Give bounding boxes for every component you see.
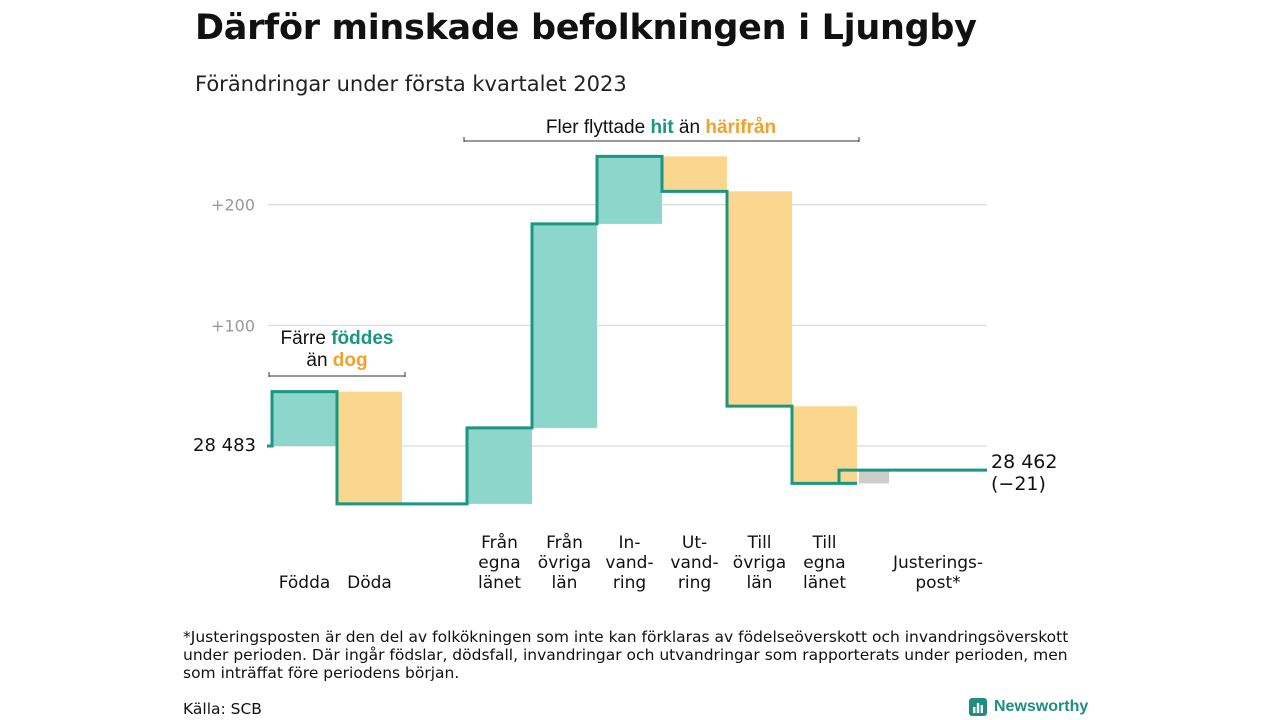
bar-out xyxy=(792,406,857,484)
cumulative-line xyxy=(267,154,987,506)
end-value-label: 28 462 xyxy=(991,451,1057,473)
y-tick-label: +200 xyxy=(211,196,255,215)
bar-justeringspost xyxy=(859,470,889,484)
category-label-line: Ut- xyxy=(682,533,707,553)
category-label-line: länet xyxy=(803,573,846,593)
category-label-line: Födda xyxy=(279,573,331,593)
annotation-out-word: härifrån xyxy=(705,117,776,138)
category-label: Födda xyxy=(279,573,331,593)
logo-text: Newsworthy xyxy=(994,698,1089,715)
category-label-line: ring xyxy=(678,573,711,593)
category-label-line: post* xyxy=(915,573,960,593)
annotation-text: Färre xyxy=(281,328,332,349)
bar-in xyxy=(467,427,532,504)
annotation-text: än xyxy=(674,117,706,138)
category-label: Från övriga län xyxy=(538,532,591,593)
annotation-natural-bracket xyxy=(268,372,406,377)
annotation-migration-bracket xyxy=(463,137,860,142)
category-label-line: Till xyxy=(746,533,771,553)
bar-in xyxy=(532,223,597,428)
annotation-natural-line1: Färre föddes xyxy=(281,328,394,349)
chart-title: Därför minskade befolkningen i Ljungby xyxy=(195,8,977,48)
category-label-line: län xyxy=(552,573,578,593)
category-label: Justerings-post* xyxy=(892,553,983,593)
bar-out xyxy=(727,191,792,407)
category-label-line: Till xyxy=(811,533,836,553)
chart-subtitle: Förändringar under första kvartalet 2023 xyxy=(195,72,627,96)
category-label-line: vand- xyxy=(670,553,718,573)
y-tick-label: +100 xyxy=(211,316,255,335)
category-label-line: Justerings- xyxy=(892,553,983,573)
end-change-label: (−21) xyxy=(991,473,1046,495)
bar-in xyxy=(597,156,662,224)
category-label: Till egna länet xyxy=(803,533,846,593)
category-label-line: egna xyxy=(478,553,520,573)
newsworthy-logo[interactable]: Newsworthy xyxy=(968,697,1088,717)
bar-chart-logo-icon xyxy=(969,698,987,716)
category-label-line: Från xyxy=(546,532,583,553)
bar-out xyxy=(337,391,402,504)
category-label: Ut-vand-ring xyxy=(670,533,718,593)
annotation-text: än xyxy=(306,350,332,371)
category-label-line: län xyxy=(747,573,773,593)
category-label: In-vand-ring xyxy=(605,533,653,593)
category-label: Döda xyxy=(347,573,392,593)
category-label-line: övriga xyxy=(538,553,591,573)
source-note: Källa: SCB xyxy=(183,700,262,718)
annotation-natural-line2: än dog xyxy=(306,350,367,371)
annotation-text: Fler flyttade xyxy=(546,117,651,138)
annotation-migration: Fler flyttade hit än härifrån xyxy=(546,117,776,138)
category-label: Till övriga län xyxy=(733,533,786,593)
category-label-line: In- xyxy=(619,533,641,553)
bar-out xyxy=(662,156,727,192)
category-label-line: egna xyxy=(803,553,845,573)
footnote: *Justeringsposten är den del av folkökni… xyxy=(183,628,1069,682)
annotation-out-word: dog xyxy=(333,350,368,371)
category-label-line: Döda xyxy=(347,573,392,593)
bar-in xyxy=(272,391,337,446)
category-label-line: Från xyxy=(481,532,518,553)
category-label-line: övriga xyxy=(733,553,786,573)
category-label-line: ring xyxy=(613,573,646,593)
annotation-in-word: föddes xyxy=(331,328,393,349)
category-label: Från egna länet xyxy=(478,532,521,593)
category-label-line: länet xyxy=(478,573,521,593)
start-value-label: 28 483 xyxy=(193,435,256,456)
category-label-line: vand- xyxy=(605,553,653,573)
annotation-in-word: hit xyxy=(650,117,674,138)
